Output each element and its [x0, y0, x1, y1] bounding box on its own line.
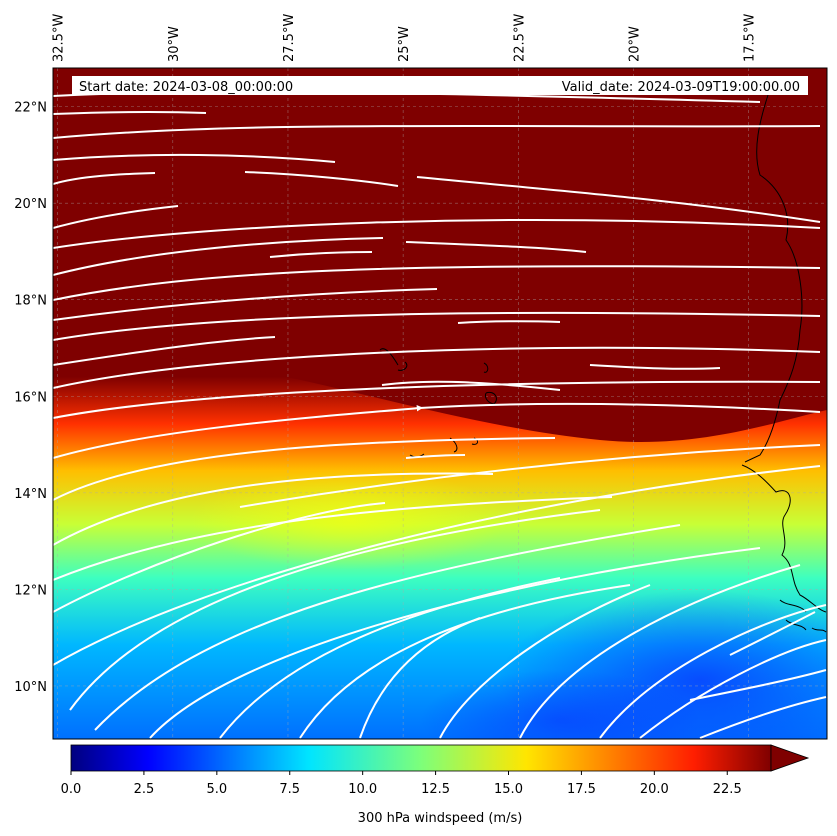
lon-tick-label: 25°W	[397, 26, 412, 62]
colorbar-ticks: 0.0 2.5 5.0 7.5 10.0 12.5 15.0 17.5 20.0 22.5	[61, 771, 742, 797]
lat-tick-label: 16°N	[14, 390, 47, 405]
latitude-tick-labels: 22°N 20°N 18°N 16°N 14°N 12°N 10°N	[14, 101, 47, 695]
colorbar-tick-label: 22.5	[713, 782, 742, 797]
lat-tick-label: 12°N	[14, 583, 47, 598]
lat-tick-label: 18°N	[14, 294, 47, 309]
colorbar-tick-label: 5.0	[206, 782, 227, 797]
start-date-label: Start date: 2024-03-08_00:00:00	[79, 80, 293, 95]
colorbar-tick-label: 2.5	[134, 782, 155, 797]
lon-tick-label: 32.5°W	[52, 14, 67, 62]
colorbar-tick-label: 15.0	[494, 782, 523, 797]
colorbar-tick-label: 12.5	[421, 782, 450, 797]
lat-tick-label: 20°N	[14, 197, 47, 212]
valid-date-label: Valid_date: 2024-03-09T19:00:00.00	[562, 80, 800, 95]
longitude-tick-labels: 32.5°W 30°W 27.5°W 25°W 22.5°W 20°W 17.5°W	[52, 14, 758, 62]
colorbar-gradient	[70, 744, 772, 772]
lon-tick-label: 30°W	[167, 26, 182, 62]
map-gridlines	[53, 68, 827, 739]
colorbar-tick-label: 7.5	[279, 782, 300, 797]
colorbar-label: 300 hPa windspeed (m/s)	[358, 811, 523, 826]
lon-tick-label: 27.5°W	[282, 14, 297, 62]
colorbar-tick-label: 0.0	[61, 782, 82, 797]
header-box	[72, 76, 808, 95]
map-frame	[52, 67, 828, 740]
lon-tick-label: 20°W	[628, 26, 643, 62]
windspeed-field	[53, 68, 827, 739]
colorbar-tick-label: 10.0	[348, 782, 377, 797]
lat-tick-label: 10°N	[14, 680, 47, 695]
lat-tick-label: 14°N	[14, 487, 47, 502]
lon-tick-label: 17.5°W	[743, 14, 758, 62]
lon-tick-label: 22.5°W	[512, 14, 527, 62]
lat-tick-label: 22°N	[14, 101, 47, 116]
wind-streamlines	[53, 90, 827, 739]
colorbar: 0.0 2.5 5.0 7.5 10.0 12.5 15.0 17.5 20.0 22.5 300…	[61, 744, 810, 826]
colorbar-extend-arrow	[770, 744, 810, 772]
colorbar-tick-label: 17.5	[567, 782, 596, 797]
colorbar-tick-label: 20.0	[640, 782, 669, 797]
